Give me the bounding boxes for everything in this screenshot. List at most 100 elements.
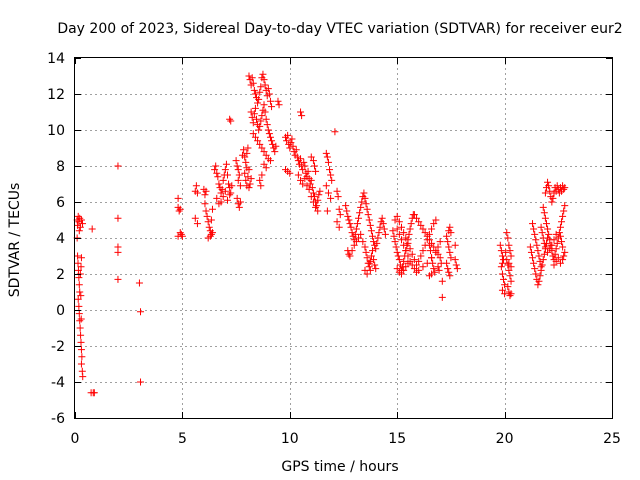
data-point bbox=[260, 101, 268, 109]
data-point bbox=[530, 225, 538, 233]
data-point bbox=[262, 115, 270, 123]
data-point bbox=[498, 270, 506, 278]
data-point bbox=[400, 229, 408, 237]
data-point bbox=[435, 266, 443, 274]
data-point bbox=[256, 122, 264, 130]
data-point bbox=[367, 252, 375, 260]
data-point bbox=[559, 212, 567, 220]
data-point bbox=[272, 142, 280, 150]
data-point bbox=[402, 234, 410, 242]
data-point bbox=[226, 115, 234, 123]
data-point bbox=[407, 220, 415, 228]
data-point bbox=[355, 214, 363, 222]
data-point bbox=[335, 205, 343, 213]
data-point bbox=[404, 239, 412, 247]
data-point bbox=[392, 243, 400, 251]
data-point bbox=[362, 248, 370, 256]
x-tick-label: 5 bbox=[178, 431, 187, 447]
data-point bbox=[390, 232, 398, 240]
data-point bbox=[532, 236, 540, 244]
data-point bbox=[234, 176, 242, 184]
data-point bbox=[527, 248, 535, 256]
data-point bbox=[417, 221, 425, 229]
data-point bbox=[367, 227, 375, 235]
data-point bbox=[74, 252, 82, 260]
data-point bbox=[353, 220, 361, 228]
data-point bbox=[208, 229, 216, 237]
data-point bbox=[262, 151, 270, 159]
data-point bbox=[307, 193, 315, 201]
data-point bbox=[506, 247, 514, 255]
data-point bbox=[233, 194, 241, 202]
data-point bbox=[249, 119, 257, 127]
data-point bbox=[552, 257, 560, 265]
data-point bbox=[234, 166, 242, 174]
data-point bbox=[312, 167, 320, 175]
data-point bbox=[257, 182, 265, 190]
data-point bbox=[224, 196, 232, 204]
data-point bbox=[419, 247, 427, 255]
data-point bbox=[504, 283, 512, 291]
data-point bbox=[264, 126, 272, 134]
data-point bbox=[247, 175, 255, 183]
data-point bbox=[406, 245, 414, 253]
data-point bbox=[550, 261, 558, 269]
data-point bbox=[345, 216, 353, 224]
data-point bbox=[400, 257, 408, 265]
data-point bbox=[242, 158, 250, 166]
data-point bbox=[548, 198, 556, 206]
data-point bbox=[410, 265, 418, 273]
data-point bbox=[531, 230, 539, 238]
data-point bbox=[260, 160, 268, 168]
data-point bbox=[426, 247, 434, 255]
data-point bbox=[213, 194, 221, 202]
data-point bbox=[233, 162, 241, 170]
data-point bbox=[496, 241, 504, 249]
data-point bbox=[288, 135, 296, 143]
data-point bbox=[260, 148, 268, 156]
data-point bbox=[227, 189, 235, 197]
data-point bbox=[333, 218, 341, 226]
data-point bbox=[249, 130, 257, 138]
data-point bbox=[266, 97, 274, 105]
data-point bbox=[551, 250, 559, 258]
data-point bbox=[206, 232, 214, 240]
data-point bbox=[393, 248, 401, 256]
data-point bbox=[327, 194, 335, 202]
data-point bbox=[430, 220, 438, 228]
data-point bbox=[260, 76, 268, 84]
data-point bbox=[553, 239, 561, 247]
data-point bbox=[258, 171, 266, 179]
data-point bbox=[74, 212, 82, 220]
data-point bbox=[77, 346, 85, 354]
data-point bbox=[309, 198, 317, 206]
data-point bbox=[344, 212, 352, 220]
data-point bbox=[257, 83, 265, 91]
data-point bbox=[545, 182, 553, 190]
data-point bbox=[241, 153, 249, 161]
data-point bbox=[504, 261, 512, 269]
data-point bbox=[225, 180, 233, 188]
data-point bbox=[274, 97, 282, 105]
data-point bbox=[415, 266, 423, 274]
data-point bbox=[294, 171, 302, 179]
data-point bbox=[331, 128, 339, 136]
data-point bbox=[415, 218, 423, 226]
data-point bbox=[240, 146, 248, 154]
data-point bbox=[75, 274, 83, 282]
data-point bbox=[556, 223, 564, 231]
data-point bbox=[75, 310, 83, 318]
data-point bbox=[541, 214, 549, 222]
y-tick-label: 14 bbox=[47, 51, 65, 67]
data-point bbox=[255, 126, 263, 134]
data-point bbox=[275, 101, 283, 109]
data-point bbox=[537, 223, 545, 231]
data-point bbox=[207, 230, 215, 238]
data-point bbox=[219, 176, 227, 184]
data-point bbox=[447, 229, 455, 237]
data-point bbox=[556, 259, 564, 267]
data-point bbox=[358, 198, 366, 206]
data-point bbox=[251, 104, 259, 112]
data-point bbox=[397, 223, 405, 231]
data-point bbox=[217, 189, 225, 197]
